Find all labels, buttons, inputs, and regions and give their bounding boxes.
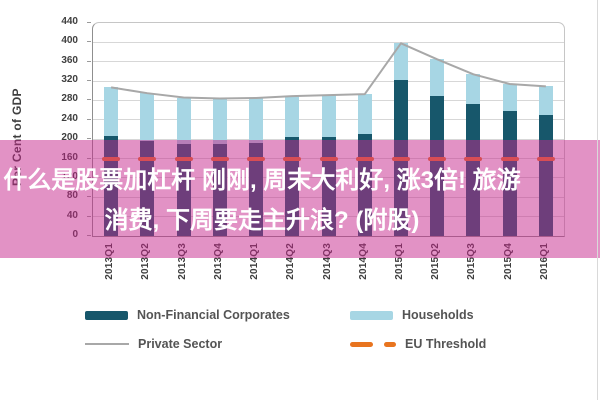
- screen-edge-line: [597, 0, 598, 400]
- chart-legend: Non-Financial Corporates Households Priv…: [85, 308, 565, 351]
- legend-swatch-private-sector: [85, 343, 129, 345]
- gridline: [93, 61, 564, 63]
- legend-label-eu-threshold: EU Threshold: [405, 337, 487, 351]
- bar-segment-households: [176, 97, 191, 144]
- threshold-dash-icon: [384, 341, 396, 347]
- gridline: [93, 80, 564, 82]
- gridline: [93, 41, 564, 43]
- promo-text-line-1: 什么是股票加杠杆 刚刚, 周末大利好, 涨3倍! 旅游: [3, 167, 521, 194]
- legend-swatch-eu-threshold: [350, 341, 396, 347]
- legend-swatch-households: [350, 310, 393, 320]
- legend-swatch-nfc: [85, 310, 128, 320]
- legend-label-nfc: Non-Financial Corporates: [137, 308, 290, 322]
- legend-item-non-financial-corporates: Non-Financial Corporates: [85, 308, 350, 322]
- bar-segment-households: [321, 95, 336, 137]
- y-tick-mark: [87, 60, 91, 62]
- y-tick-label: 280: [61, 93, 78, 105]
- promo-text-line-2: 消费, 下周要走主升浪? (附股): [104, 207, 420, 234]
- bar-segment-households: [466, 74, 481, 105]
- bar-segment-households: [249, 98, 264, 143]
- bar-segment-households: [104, 87, 119, 136]
- legend-item-households: Households: [350, 308, 565, 322]
- bar-segment-households: [502, 84, 517, 112]
- y-tick-label: 440: [61, 16, 78, 27]
- legend-item-private-sector: Private Sector: [85, 337, 350, 351]
- y-tick-mark: [87, 22, 91, 23]
- bar-segment-households: [538, 86, 553, 115]
- y-tick-label: 240: [61, 112, 78, 124]
- y-tick-label: 400: [61, 35, 78, 47]
- y-tick-mark: [87, 118, 91, 120]
- y-tick-mark: [87, 138, 91, 140]
- legend-label-private-sector: Private Sector: [138, 337, 223, 351]
- y-tick-label: 200: [61, 132, 78, 144]
- bar-segment-households: [285, 96, 300, 138]
- y-tick-mark: [87, 41, 91, 43]
- bar-segment-households: [430, 59, 445, 96]
- y-tick-mark: [87, 80, 91, 82]
- bar-segment-households: [357, 94, 372, 135]
- bar-segment-households: [140, 93, 155, 142]
- y-tick-label: 320: [61, 74, 78, 86]
- promo-text-overlay: 什么是股票加杠杆 刚刚, 周末大利好, 涨3倍! 旅游 消费, 下周要走主升浪?…: [0, 140, 600, 258]
- threshold-dash-icon: [350, 341, 373, 347]
- y-tick-label: 360: [61, 54, 78, 66]
- legend-label-households: Households: [402, 308, 474, 322]
- y-tick-mark: [87, 99, 91, 101]
- legend-item-eu-threshold: EU Threshold: [350, 337, 565, 351]
- bar-segment-households: [212, 98, 227, 145]
- bar-segment-households: [393, 43, 408, 80]
